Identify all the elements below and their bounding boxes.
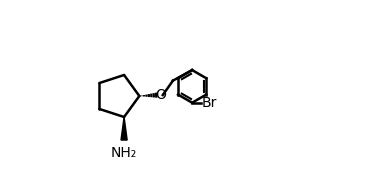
Text: O: O bbox=[155, 88, 166, 102]
Polygon shape bbox=[121, 117, 127, 140]
Text: Br: Br bbox=[201, 96, 217, 110]
Text: NH₂: NH₂ bbox=[111, 146, 137, 160]
